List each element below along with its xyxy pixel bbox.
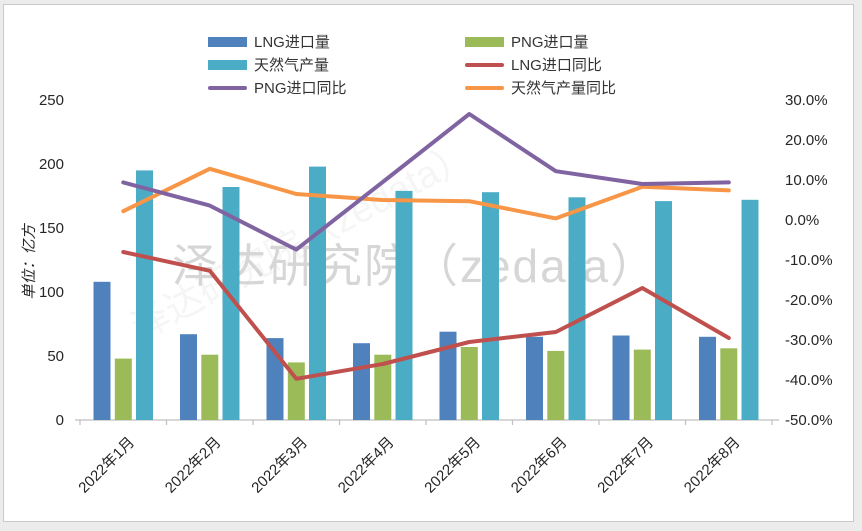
svg-text:-30.0%: -30.0% [785,332,833,349]
svg-text:2022年7月: 2022年7月 [594,434,657,497]
x-axis-labels: 2022年1月 2022年2月 2022年3月 2022年4月 2022年5月 2022年… [75,434,743,497]
svg-text:20.0%: 20.0% [785,132,828,149]
line-series-5 [121,166,731,221]
svg-text:2022年1月: 2022年1月 [75,434,138,497]
svg-text:2022年5月: 2022年5月 [421,434,484,497]
svg-text:150: 150 [39,220,64,237]
svg-text:2022年3月: 2022年3月 [248,434,311,497]
svg-text:200: 200 [39,156,64,173]
legend-label: 天然气产量同比 [511,80,617,97]
svg-text:30.0%: 30.0% [785,92,828,109]
bar-series-2 [136,166,759,420]
gas-yoy-line-swatch [465,85,504,90]
legend-item-lng-yoy: LNG进口同比 [465,54,616,75]
svg-text:-10.0%: -10.0% [785,252,833,269]
png-imports-swatch [465,36,504,47]
svg-text:100: 100 [39,284,64,301]
lng-yoy-line-swatch [465,62,504,67]
line-series-3 [121,250,731,381]
svg-text:2022年2月: 2022年2月 [162,434,225,497]
legend-label: LNG进口同比 [511,57,602,74]
legend-item-gas-production: 天然气产量 [208,54,465,75]
legend-item-gas-yoy: 天然气产量同比 [465,77,616,98]
svg-text:2022年4月: 2022年4月 [335,434,398,497]
svg-text:10.0%: 10.0% [785,172,828,189]
legend-label: LNG进口量 [254,34,330,51]
x-axis [75,419,779,425]
svg-text:-50.0%: -50.0% [785,412,833,429]
line-series-4 [121,112,731,252]
svg-text:-20.0%: -20.0% [785,292,833,309]
legend-item-lng-imports: LNG进口量 [208,31,465,52]
svg-text:50: 50 [47,348,64,365]
legend-item-png-imports: PNG进口量 [465,31,616,52]
svg-text:0: 0 [56,412,64,429]
right-axis-labels: 30.0% 20.0% 10.0% 0.0% -10.0% -20.0% -30.0% -40… [785,92,833,429]
left-axis-labels: 250 200 150 100 50 0 [39,92,64,429]
legend-label: PNG进口同比 [254,80,347,97]
svg-text:2022年8月: 2022年8月 [681,434,744,497]
bar-series-0 [93,281,716,420]
svg-text:250: 250 [39,92,64,109]
legend-label: 天然气产量 [254,57,330,74]
legend-item-png-yoy: PNG进口同比 [208,77,465,98]
bar-series-1 [114,347,738,420]
svg-text:0.0%: 0.0% [785,212,819,229]
svg-text:2022年6月: 2022年6月 [508,434,571,497]
lng-imports-swatch [208,36,247,47]
chart-legend: LNG进口量 PNG进口量 天然气产量 LNG进口同比 PNG进口同比 天然气产… [208,30,616,99]
legend-label: PNG进口量 [511,34,589,51]
gas-production-swatch [208,59,247,70]
png-yoy-line-swatch [208,85,247,90]
svg-text:-40.0%: -40.0% [785,372,833,389]
